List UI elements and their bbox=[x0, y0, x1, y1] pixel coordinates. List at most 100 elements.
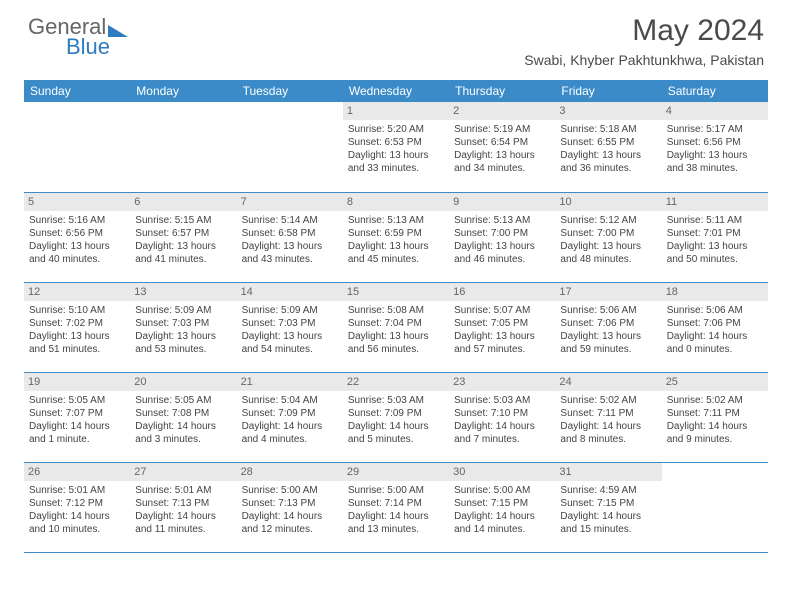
calendar-day-cell: 27Sunrise: 5:01 AMSunset: 7:13 PMDayligh… bbox=[130, 462, 236, 552]
sunset-text: Sunset: 7:03 PM bbox=[242, 317, 339, 330]
logo: GeneralBlue bbox=[28, 14, 128, 60]
weekday-header: Thursday bbox=[449, 80, 555, 102]
sunrise-text: Sunrise: 5:01 AM bbox=[135, 484, 232, 497]
sunset-text: Sunset: 7:07 PM bbox=[29, 407, 126, 420]
day-number: 15 bbox=[343, 283, 449, 301]
sunset-text: Sunset: 7:02 PM bbox=[29, 317, 126, 330]
calendar-day-cell: 10Sunrise: 5:12 AMSunset: 7:00 PMDayligh… bbox=[555, 192, 661, 282]
day-number: 9 bbox=[449, 193, 555, 211]
calendar-day-cell: 30Sunrise: 5:00 AMSunset: 7:15 PMDayligh… bbox=[449, 462, 555, 552]
weekday-header-row: Sunday Monday Tuesday Wednesday Thursday… bbox=[24, 80, 768, 102]
sunset-text: Sunset: 7:09 PM bbox=[242, 407, 339, 420]
calendar-day-cell: 25Sunrise: 5:02 AMSunset: 7:11 PMDayligh… bbox=[662, 372, 768, 462]
sunrise-text: Sunrise: 4:59 AM bbox=[560, 484, 657, 497]
day-number: 27 bbox=[130, 463, 236, 481]
daylight-text: Daylight: 13 hours and 38 minutes. bbox=[667, 149, 764, 175]
sunset-text: Sunset: 6:58 PM bbox=[242, 227, 339, 240]
day-number: 26 bbox=[24, 463, 130, 481]
weekday-header: Wednesday bbox=[343, 80, 449, 102]
sunrise-text: Sunrise: 5:05 AM bbox=[135, 394, 232, 407]
location-subtitle: Swabi, Khyber Pakhtunkhwa, Pakistan bbox=[524, 52, 764, 68]
daylight-text: Daylight: 14 hours and 0 minutes. bbox=[667, 330, 764, 356]
sunset-text: Sunset: 7:00 PM bbox=[560, 227, 657, 240]
day-number: 19 bbox=[24, 373, 130, 391]
sunset-text: Sunset: 6:56 PM bbox=[29, 227, 126, 240]
sunrise-text: Sunrise: 5:11 AM bbox=[667, 214, 764, 227]
weekday-header: Tuesday bbox=[237, 80, 343, 102]
daylight-text: Daylight: 13 hours and 34 minutes. bbox=[454, 149, 551, 175]
calendar-day-cell: 17Sunrise: 5:06 AMSunset: 7:06 PMDayligh… bbox=[555, 282, 661, 372]
calendar-day-cell: 3Sunrise: 5:18 AMSunset: 6:55 PMDaylight… bbox=[555, 102, 661, 192]
day-number: 14 bbox=[237, 283, 343, 301]
sunset-text: Sunset: 6:54 PM bbox=[454, 136, 551, 149]
calendar-day-cell: 31Sunrise: 4:59 AMSunset: 7:15 PMDayligh… bbox=[555, 462, 661, 552]
sunrise-text: Sunrise: 5:13 AM bbox=[348, 214, 445, 227]
calendar-table: Sunday Monday Tuesday Wednesday Thursday… bbox=[24, 80, 768, 553]
daylight-text: Daylight: 14 hours and 1 minute. bbox=[29, 420, 126, 446]
weekday-header: Saturday bbox=[662, 80, 768, 102]
day-number: 22 bbox=[343, 373, 449, 391]
daylight-text: Daylight: 13 hours and 48 minutes. bbox=[560, 240, 657, 266]
sunset-text: Sunset: 7:14 PM bbox=[348, 497, 445, 510]
calendar-day-cell: 28Sunrise: 5:00 AMSunset: 7:13 PMDayligh… bbox=[237, 462, 343, 552]
sunset-text: Sunset: 7:06 PM bbox=[560, 317, 657, 330]
daylight-text: Daylight: 13 hours and 53 minutes. bbox=[135, 330, 232, 356]
day-number: 8 bbox=[343, 193, 449, 211]
sunset-text: Sunset: 6:57 PM bbox=[135, 227, 232, 240]
daylight-text: Daylight: 13 hours and 56 minutes. bbox=[348, 330, 445, 356]
calendar-day-cell: 4Sunrise: 5:17 AMSunset: 6:56 PMDaylight… bbox=[662, 102, 768, 192]
day-number: 6 bbox=[130, 193, 236, 211]
calendar-day-cell: 2 Sunrise: 5:19 AMSunset: 6:54 PMDaylight… bbox=[449, 102, 555, 192]
day-number: 20 bbox=[130, 373, 236, 391]
calendar-day-cell: 5Sunrise: 5:16 AMSunset: 6:56 PMDaylight… bbox=[24, 192, 130, 282]
daylight-text: Daylight: 13 hours and 46 minutes. bbox=[454, 240, 551, 266]
calendar-day-cell bbox=[24, 102, 130, 192]
sunset-text: Sunset: 7:15 PM bbox=[560, 497, 657, 510]
sunrise-text: Sunrise: 5:04 AM bbox=[242, 394, 339, 407]
day-number: 29 bbox=[343, 463, 449, 481]
weekday-header: Friday bbox=[555, 80, 661, 102]
weekday-header: Sunday bbox=[24, 80, 130, 102]
sunset-text: Sunset: 6:56 PM bbox=[667, 136, 764, 149]
calendar-day-cell: 1Sunrise: 5:20 AMSunset: 6:53 PMDaylight… bbox=[343, 102, 449, 192]
calendar-day-cell: 20Sunrise: 5:05 AMSunset: 7:08 PMDayligh… bbox=[130, 372, 236, 462]
daylight-text: Daylight: 14 hours and 10 minutes. bbox=[29, 510, 126, 536]
calendar-day-cell: 29Sunrise: 5:00 AMSunset: 7:14 PMDayligh… bbox=[343, 462, 449, 552]
sunset-text: Sunset: 7:11 PM bbox=[560, 407, 657, 420]
calendar-week-row: 12Sunrise: 5:10 AMSunset: 7:02 PMDayligh… bbox=[24, 282, 768, 372]
calendar-day-cell: 23Sunrise: 5:03 AMSunset: 7:10 PMDayligh… bbox=[449, 372, 555, 462]
weekday-header: Monday bbox=[130, 80, 236, 102]
sunset-text: Sunset: 7:04 PM bbox=[348, 317, 445, 330]
calendar-day-cell: 18Sunrise: 5:06 AMSunset: 7:06 PMDayligh… bbox=[662, 282, 768, 372]
day-number: 17 bbox=[555, 283, 661, 301]
daylight-text: Daylight: 13 hours and 45 minutes. bbox=[348, 240, 445, 266]
calendar-day-cell: 14Sunrise: 5:09 AMSunset: 7:03 PMDayligh… bbox=[237, 282, 343, 372]
calendar-body: 1Sunrise: 5:20 AMSunset: 6:53 PMDaylight… bbox=[24, 102, 768, 552]
calendar-day-cell: 15Sunrise: 5:08 AMSunset: 7:04 PMDayligh… bbox=[343, 282, 449, 372]
sunset-text: Sunset: 7:11 PM bbox=[667, 407, 764, 420]
sunrise-text: Sunrise: 5:02 AM bbox=[667, 394, 764, 407]
sunrise-text: Sunrise: 5:20 AM bbox=[348, 123, 445, 136]
day-number: 23 bbox=[449, 373, 555, 391]
sunset-text: Sunset: 7:13 PM bbox=[242, 497, 339, 510]
day-number: 31 bbox=[555, 463, 661, 481]
calendar-day-cell: 8Sunrise: 5:13 AMSunset: 6:59 PMDaylight… bbox=[343, 192, 449, 282]
calendar-day-cell: 24Sunrise: 5:02 AMSunset: 7:11 PMDayligh… bbox=[555, 372, 661, 462]
sunset-text: Sunset: 7:10 PM bbox=[454, 407, 551, 420]
sunset-text: Sunset: 7:05 PM bbox=[454, 317, 551, 330]
daylight-text: Daylight: 13 hours and 54 minutes. bbox=[242, 330, 339, 356]
sunrise-text: Sunrise: 5:06 AM bbox=[560, 304, 657, 317]
daylight-text: Daylight: 13 hours and 33 minutes. bbox=[348, 149, 445, 175]
daylight-text: Daylight: 13 hours and 57 minutes. bbox=[454, 330, 551, 356]
day-number: 28 bbox=[237, 463, 343, 481]
day-number: 21 bbox=[237, 373, 343, 391]
sunrise-text: Sunrise: 5:19 AM bbox=[454, 123, 551, 136]
sunset-text: Sunset: 7:13 PM bbox=[135, 497, 232, 510]
sunrise-text: Sunrise: 5:00 AM bbox=[454, 484, 551, 497]
day-number: 2 bbox=[449, 102, 555, 120]
day-number: 12 bbox=[24, 283, 130, 301]
sunrise-text: Sunrise: 5:18 AM bbox=[560, 123, 657, 136]
day-number: 30 bbox=[449, 463, 555, 481]
daylight-text: Daylight: 14 hours and 4 minutes. bbox=[242, 420, 339, 446]
daylight-text: Daylight: 13 hours and 40 minutes. bbox=[29, 240, 126, 266]
